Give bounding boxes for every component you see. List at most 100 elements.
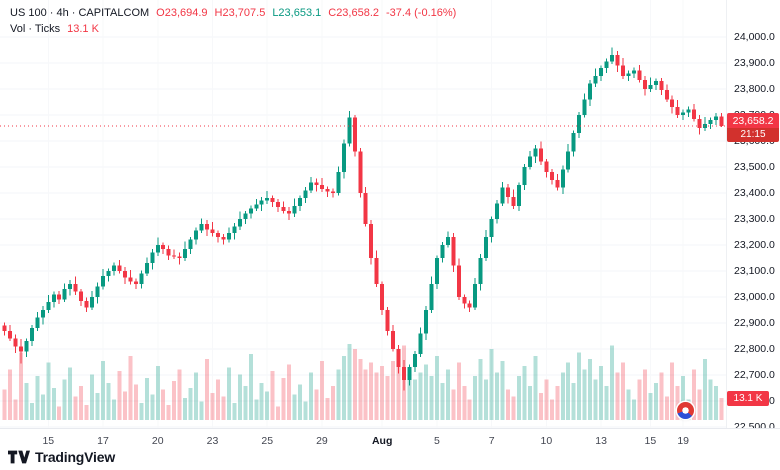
candle-up (708, 120, 713, 125)
candle-up (571, 133, 576, 152)
candle-up (40, 309, 45, 318)
volume-bar (681, 376, 686, 420)
volume-bar (380, 365, 385, 420)
volume-bar (144, 377, 149, 420)
candle-down (369, 224, 374, 258)
candle-up (292, 205, 297, 214)
volume-bar (407, 369, 412, 420)
candle-up (588, 83, 593, 100)
volume-bar (396, 352, 401, 420)
price-tick-label: 23,900.0 (734, 56, 775, 69)
price-tick-label: 23,800.0 (734, 82, 775, 95)
volume-bar (642, 369, 647, 420)
volume-bar (276, 406, 281, 420)
volume-bar (90, 374, 95, 420)
volume-bar (177, 369, 182, 420)
volume-bar (133, 384, 138, 420)
volume-bar (659, 372, 664, 420)
volume-bar (243, 386, 248, 420)
volume-bar (451, 389, 456, 420)
candle-down (128, 277, 133, 282)
price-tick-label: 23,000.0 (734, 290, 775, 303)
volume-bar (128, 355, 133, 420)
volume-bar (166, 404, 171, 420)
volume-bar (429, 376, 434, 420)
volume-bar (117, 371, 122, 420)
candle-up (533, 148, 538, 157)
candle-up (566, 151, 571, 170)
ohlc-close: C23,658.2 (328, 7, 380, 19)
volume-bar (161, 389, 166, 420)
volume-bar (139, 403, 144, 420)
volume-bar (199, 401, 204, 420)
candle-down (314, 182, 319, 186)
legend-volume-row: Vol · Ticks 13.1 K (10, 23, 456, 36)
candle-down (270, 198, 275, 203)
volume-bar (374, 372, 379, 420)
tradingview-attribution[interactable]: TradingView (8, 449, 115, 465)
candle-up (686, 109, 691, 113)
candle-up (111, 265, 116, 271)
volume-bar (358, 359, 363, 420)
candle-down (177, 256, 182, 258)
tradingview-brand-text: TradingView (35, 449, 116, 465)
price-tick-label: 23,200.0 (734, 238, 775, 251)
price-tick-label: 24,000.0 (734, 30, 775, 43)
candle-up (254, 204, 259, 209)
volume-bar (538, 392, 543, 420)
volume-bar (692, 369, 697, 420)
symbol-legend[interactable]: US 100 · 4h · CAPITALCOM O23,694.9 H23,7… (10, 7, 456, 36)
volume-bar (281, 377, 286, 420)
volume-bar (631, 399, 636, 420)
price-axis[interactable]: 24,000.023,900.023,800.023,700.023,600.0… (726, 0, 780, 433)
candle-down (675, 107, 680, 115)
candle-up (155, 244, 160, 253)
candle-down (396, 348, 401, 368)
candle-up (577, 114, 582, 134)
volume-bar (73, 396, 78, 420)
candle-up (484, 237, 489, 258)
time-axis[interactable]: 15 17 20 23 25 29 Aug 5 7 10 13 15 19 (0, 428, 780, 451)
candle-up (309, 182, 314, 191)
candle-down (84, 300, 89, 308)
candle-up (243, 213, 248, 219)
candle-up (626, 73, 631, 76)
candle-down (117, 265, 122, 271)
ohlc-low: L23,653.1 (272, 7, 322, 19)
volume-bar (287, 364, 292, 420)
last-price-value: 23,658.2 (727, 112, 779, 128)
candle-down (122, 270, 127, 278)
time-tick-label: 15 (644, 435, 657, 447)
symbol-title[interactable]: US 100 · 4h · CAPITALCOM (10, 7, 150, 19)
price-tick-label: 23,100.0 (734, 264, 775, 277)
candle-down (664, 90, 669, 100)
candle-down (330, 191, 335, 193)
volume-bar (232, 403, 237, 420)
candle-down (281, 207, 286, 212)
candle-down (18, 346, 23, 352)
volume-bar (363, 369, 368, 420)
time-tick-label: 15 (42, 435, 55, 447)
ohlc-high: H23,707.5 (214, 7, 266, 19)
volume-bar (155, 365, 160, 420)
volume-bar (506, 389, 511, 420)
candle-down (352, 117, 357, 152)
volume-bar (610, 345, 615, 420)
volume-bar (183, 398, 188, 420)
candle-up (106, 270, 111, 277)
candle-down (2, 325, 7, 331)
volume-bar (527, 386, 532, 420)
candle-up (681, 112, 686, 115)
volume-bar (210, 392, 215, 420)
candle-up (599, 68, 604, 76)
candle-up (62, 289, 67, 300)
volume-bar (560, 372, 565, 420)
price-chart-canvas[interactable] (0, 0, 726, 428)
volume-bar (462, 386, 467, 420)
volume-bar (675, 386, 680, 420)
volume-bar (714, 386, 719, 420)
volume-bar (237, 374, 242, 420)
volume-bar (29, 403, 34, 420)
volume-indicator-label[interactable]: Vol · Ticks (10, 23, 61, 35)
time-tick-label: 19 (677, 435, 690, 447)
